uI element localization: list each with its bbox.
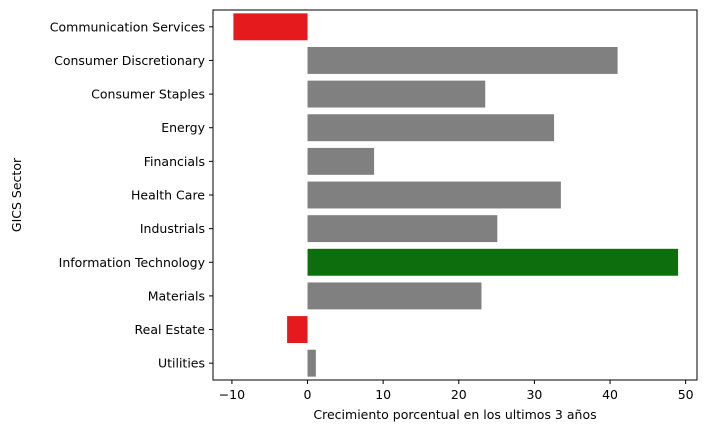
- x-tick-label: −10: [219, 387, 245, 402]
- x-tick-label: 20: [451, 387, 467, 402]
- x-tick-label: 40: [602, 387, 618, 402]
- x-tick-label: 10: [375, 387, 391, 402]
- bar-information-technology: [307, 248, 679, 276]
- y-tick-label: Consumer Discretionary: [54, 53, 205, 68]
- bar-industrials: [307, 215, 498, 243]
- y-tick-label: Financials: [144, 154, 205, 169]
- bar-health-care: [307, 181, 561, 209]
- x-tick-label: 0: [304, 387, 312, 402]
- bar-consumer-staples: [307, 80, 486, 108]
- x-axis-title: Crecimiento porcentual en los ultimos 3 …: [313, 407, 596, 422]
- y-tick-label: Materials: [148, 288, 205, 303]
- y-axis-ticks: Communication Services Consumer Discretio…: [50, 19, 213, 371]
- bar-materials: [307, 282, 482, 310]
- y-tick-label: Consumer Staples: [91, 87, 205, 102]
- bars-group: [233, 13, 679, 377]
- y-tick-label: Communication Services: [50, 19, 205, 34]
- bar-utilities: [307, 349, 316, 377]
- y-tick-label: Industrials: [140, 221, 205, 236]
- y-tick-label: Information Technology: [59, 255, 206, 270]
- y-tick-label: Health Care: [131, 188, 205, 203]
- bar-financials: [307, 147, 375, 175]
- y-tick-label: Utilities: [158, 356, 205, 371]
- x-tick-label: 30: [526, 387, 542, 402]
- x-axis-ticks: −10 0 10 20 30 40 50: [219, 380, 694, 402]
- y-tick-label: Real Estate: [135, 322, 206, 337]
- bar-communication-services: [233, 13, 308, 41]
- bar-energy: [307, 114, 555, 142]
- bar-real-estate: [287, 316, 308, 343]
- x-tick-label: 50: [678, 387, 694, 402]
- y-axis-title: GICS Sector: [9, 157, 24, 232]
- bar-consumer-discretionary: [307, 47, 618, 74]
- y-tick-label: Energy: [161, 120, 205, 135]
